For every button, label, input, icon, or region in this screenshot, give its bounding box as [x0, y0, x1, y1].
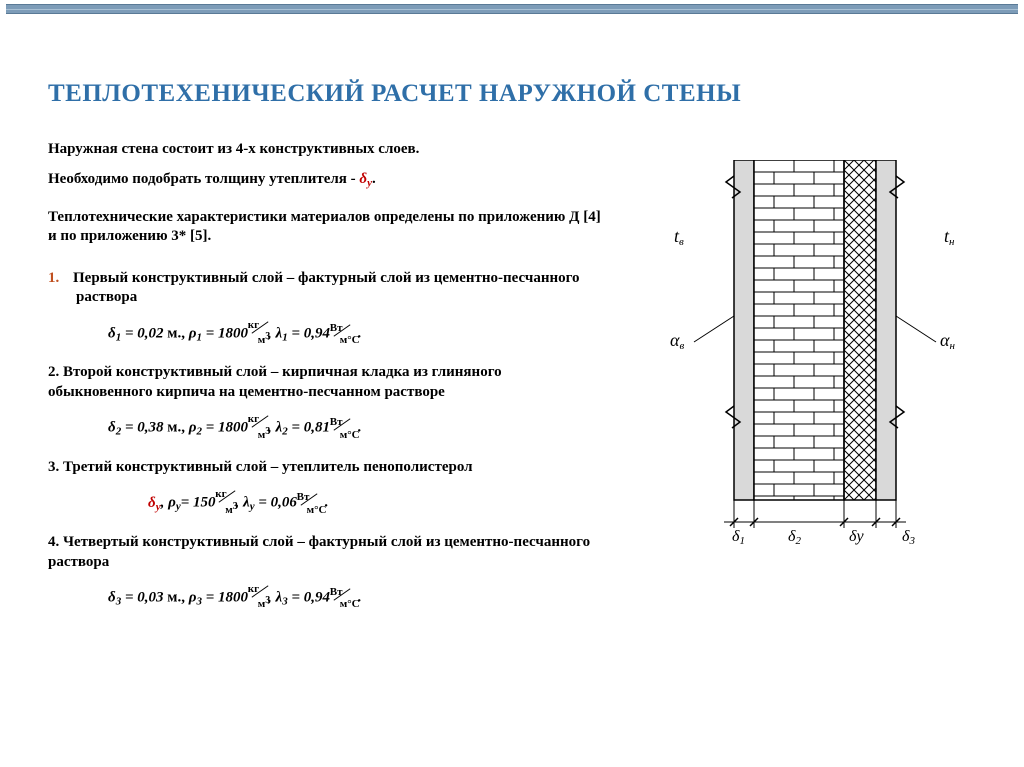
- layer-2-heading: 2. Второй конструктивный слой – кирпична…: [48, 363, 608, 402]
- layer-4-heading: 4. Четвертый конструктивный слой – факту…: [48, 533, 608, 572]
- dim-dy: δу: [849, 528, 864, 546]
- layer-3-formula: δу, ρу= 150 кгм3 , λу = 0,06 Втм°С .: [148, 487, 608, 519]
- layer-4-formula: δ3 = 0,03 м., ρ3 = 1800 кгм3 , λ3 = 0,94…: [108, 582, 608, 614]
- label-alpha-out: αн: [940, 330, 955, 352]
- wall-svg: [654, 160, 984, 580]
- label-t-in: tв: [674, 226, 684, 248]
- label-alpha-in: αв: [670, 330, 684, 352]
- slide-title: ТЕПЛОТЕХЕНИЧЕСКИЙ РАСЧЕТ НАРУЖНОЙ СТЕНЫ: [48, 80, 741, 108]
- wall-section-diagram: tв tн αв αн δ1 δ2 δу δ3: [654, 160, 984, 580]
- label-t-out: tн: [944, 226, 954, 248]
- content-area: Наружная стена состоит из 4-х конструкти…: [48, 140, 608, 624]
- layer-1-heading: 1. Первый конструктивный слой – фактурны…: [76, 269, 608, 308]
- layer-1-formula: δ1 = 0,02 м., ρ1 = 1800 кгм3 , λ1 = 0,94…: [108, 318, 608, 350]
- layer-3-heading: 3. Третий конструктивный слой – утеплите…: [48, 458, 608, 478]
- intro-line-2: Необходимо подобрать толщину утеплителя …: [48, 170, 608, 190]
- materials-paragraph: Теплотехнические характеристики материал…: [48, 208, 608, 247]
- layer-2-formula: δ2 = 0,38 м., ρ2 = 1800 кгм3 , λ2 = 0,81…: [108, 412, 608, 444]
- dim-d1: δ1: [732, 528, 745, 547]
- dim-d2: δ2: [788, 528, 801, 547]
- intro-line-1: Наружная стена состоит из 4-х конструкти…: [48, 140, 608, 160]
- slide-top-border: [6, 4, 1018, 14]
- dim-d3: δ3: [902, 528, 915, 547]
